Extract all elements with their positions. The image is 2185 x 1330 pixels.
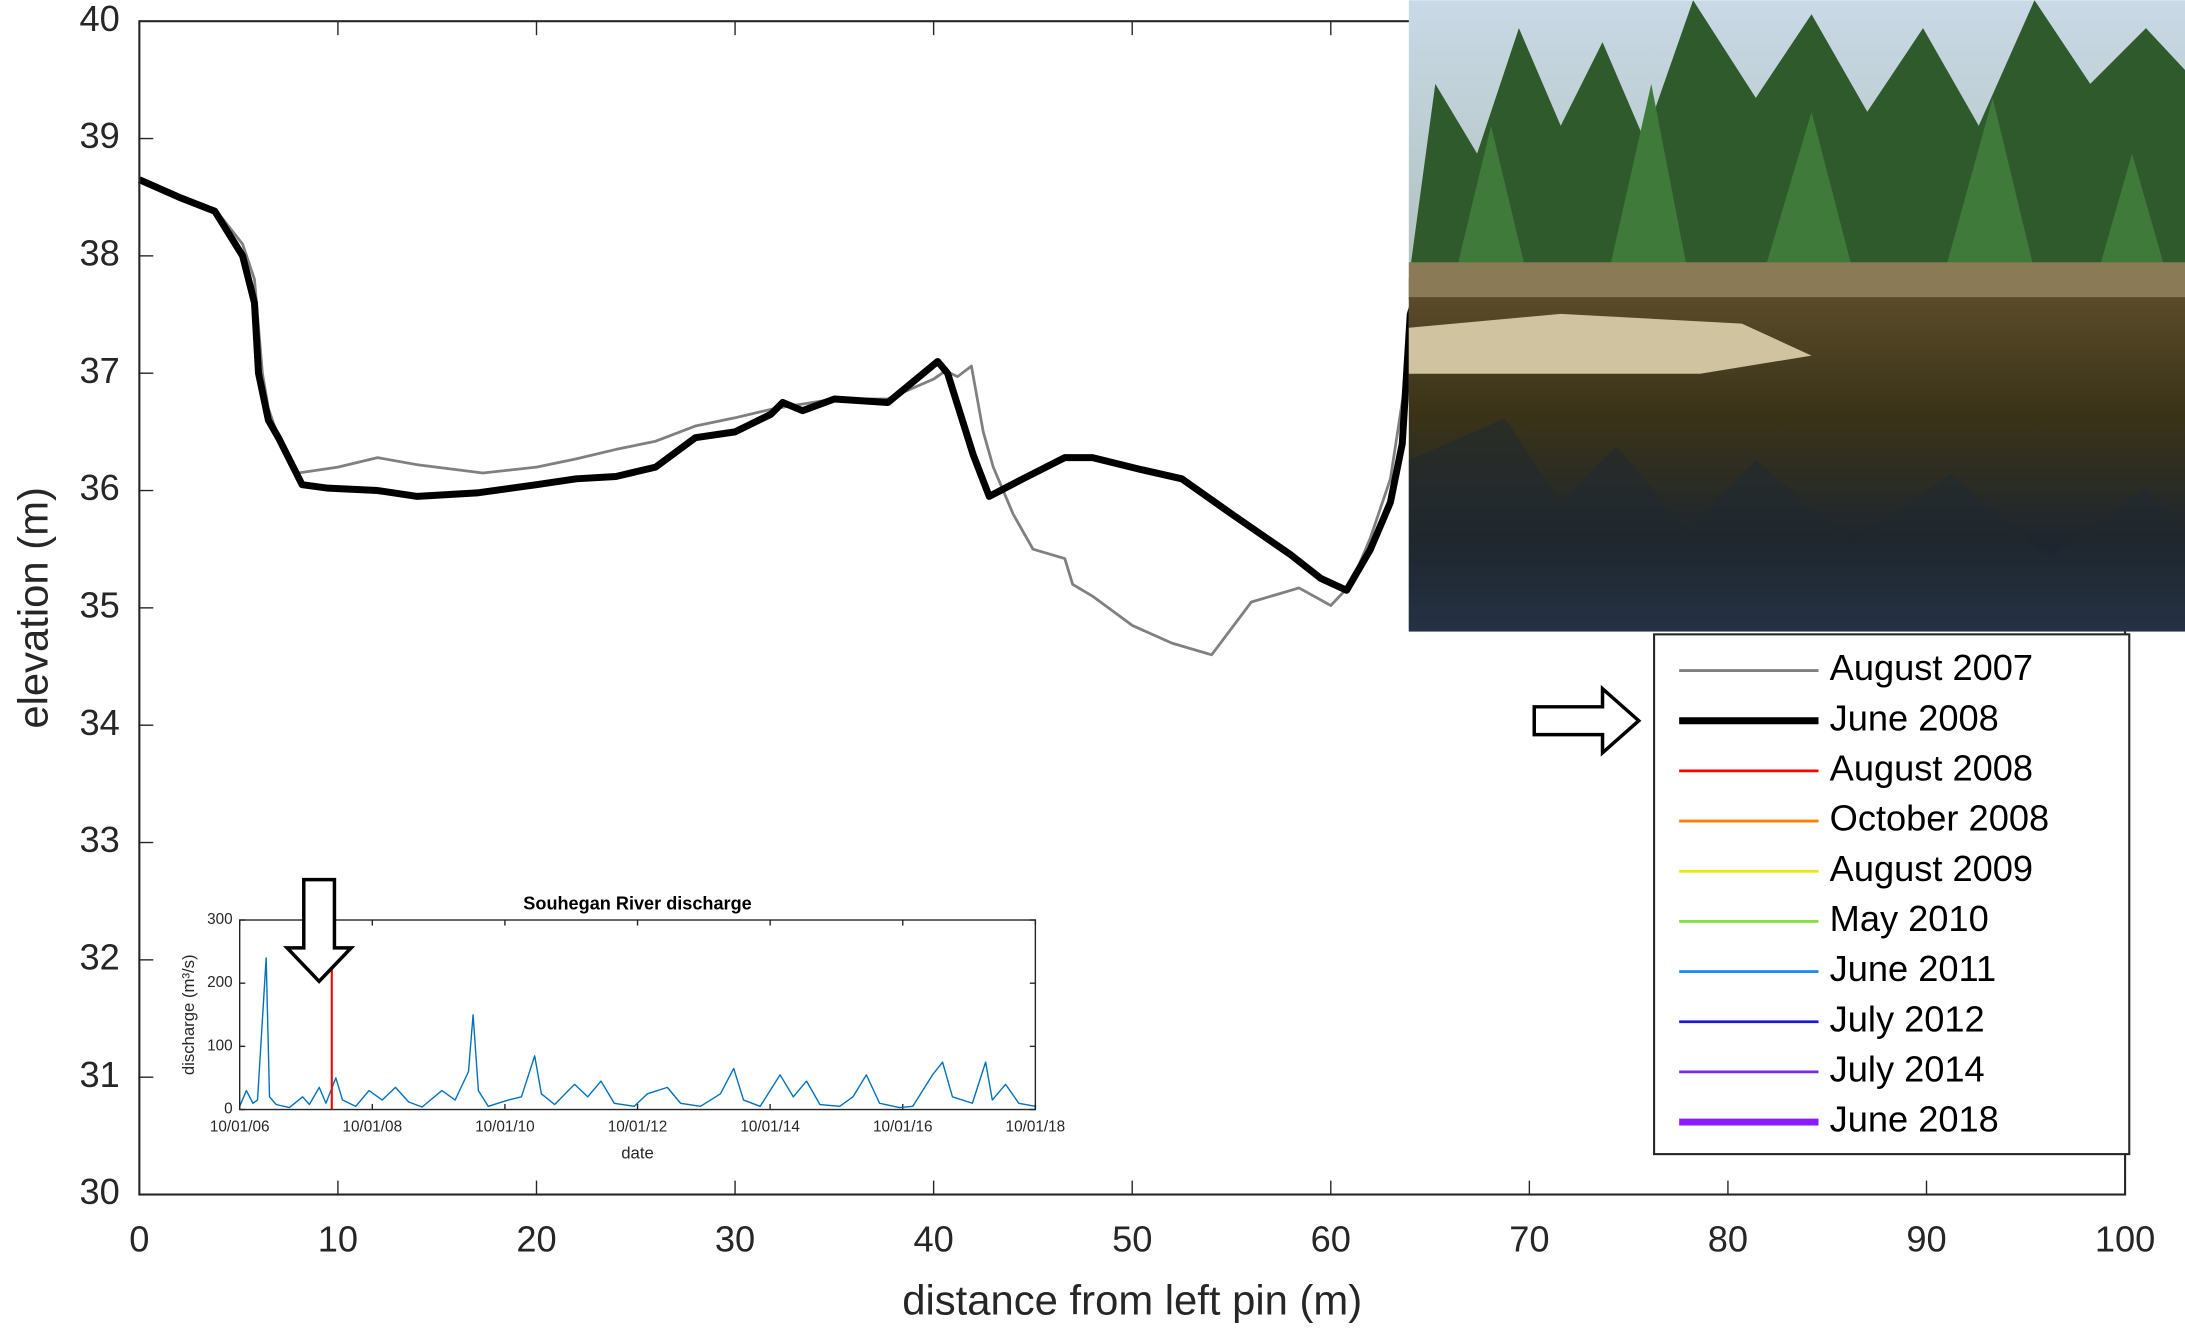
y-tick-label: 40 bbox=[80, 0, 120, 39]
x-tick-label: 80 bbox=[1708, 1218, 1748, 1259]
legend-label: June 2018 bbox=[1830, 1099, 1999, 1140]
x-tick-label: 90 bbox=[1906, 1218, 1946, 1259]
legend-label: August 2008 bbox=[1830, 747, 2033, 788]
x-tick-label: 10/01/18 bbox=[1006, 1119, 1066, 1136]
legend: August 2007 June 2008 August 2008 October 2… bbox=[1653, 633, 2131, 1156]
river-photo bbox=[1408, 0, 2185, 632]
x-axis-label: distance from left pin (m) bbox=[902, 1276, 1362, 1323]
x-axis-label: date bbox=[621, 1144, 654, 1163]
axes-background bbox=[239, 920, 1036, 1110]
x-tick-label: 10/01/08 bbox=[342, 1119, 402, 1136]
legend-label: June 2011 bbox=[1830, 948, 1997, 989]
data-line bbox=[137, 176, 1428, 594]
x-tick-label: 50 bbox=[1112, 1218, 1152, 1259]
legend-label: May 2010 bbox=[1830, 898, 1989, 939]
y-tick-label: 100 bbox=[207, 1037, 233, 1054]
legend-label: August 2009 bbox=[1830, 848, 2033, 889]
inset-chart: 10/01/06 10/01/08 10/01/10 10/01/12 10/01/14… bbox=[179, 893, 1065, 1162]
arrow-right bbox=[1532, 684, 1642, 757]
x-tick-label: 10/01/12 bbox=[608, 1119, 668, 1136]
y-tick-label: 200 bbox=[207, 974, 233, 991]
x-tick-label: 20 bbox=[516, 1218, 556, 1259]
y-axis-label: discharge (m³/s) bbox=[179, 954, 198, 1075]
x-tick-label: 60 bbox=[1311, 1218, 1351, 1259]
y-tick-label: 37 bbox=[80, 350, 120, 391]
chart-title: Souhegan River discharge bbox=[523, 893, 751, 913]
legend-label: October 2008 bbox=[1830, 798, 2049, 839]
y-tick-label: 30 bbox=[80, 1171, 120, 1212]
x-tick-label: 10/01/16 bbox=[873, 1119, 933, 1136]
y-tick-label: 36 bbox=[80, 467, 120, 508]
x-tick-label: 0 bbox=[129, 1218, 149, 1259]
x-tick-label: 10/01/06 bbox=[210, 1119, 270, 1136]
legend-label: July 2014 bbox=[1830, 1048, 1985, 1089]
axes-box bbox=[238, 919, 1037, 1111]
x-tick-label: 10/01/10 bbox=[475, 1119, 535, 1136]
y-tick-label: 38 bbox=[80, 232, 120, 273]
y-tick-label: 39 bbox=[80, 115, 120, 156]
y-tick-label: 33 bbox=[80, 819, 120, 860]
y-tick-label: 0 bbox=[224, 1101, 233, 1118]
x-tick-label: 100 bbox=[2095, 1218, 2155, 1259]
y-axis-label: elevation (m) bbox=[9, 487, 56, 729]
y-tick-label: 300 bbox=[207, 911, 233, 928]
y-tick-label: 35 bbox=[80, 584, 120, 625]
x-tick-label: 40 bbox=[913, 1218, 953, 1259]
arrow-down bbox=[282, 877, 356, 984]
data-line bbox=[239, 957, 1036, 1109]
y-tick-label: 32 bbox=[80, 936, 120, 977]
x-tick-label: 30 bbox=[715, 1218, 755, 1259]
x-tick-label: 70 bbox=[1509, 1218, 1549, 1259]
x-tick-label: 10 bbox=[318, 1218, 358, 1259]
y-tick-label: 31 bbox=[80, 1054, 120, 1095]
legend-label: July 2012 bbox=[1830, 998, 1985, 1039]
legend-label: August 2007 bbox=[1830, 647, 2033, 688]
y-tick-label: 34 bbox=[80, 702, 120, 743]
x-tick-label: 10/01/14 bbox=[740, 1119, 800, 1136]
legend-label: June 2008 bbox=[1830, 697, 1999, 738]
